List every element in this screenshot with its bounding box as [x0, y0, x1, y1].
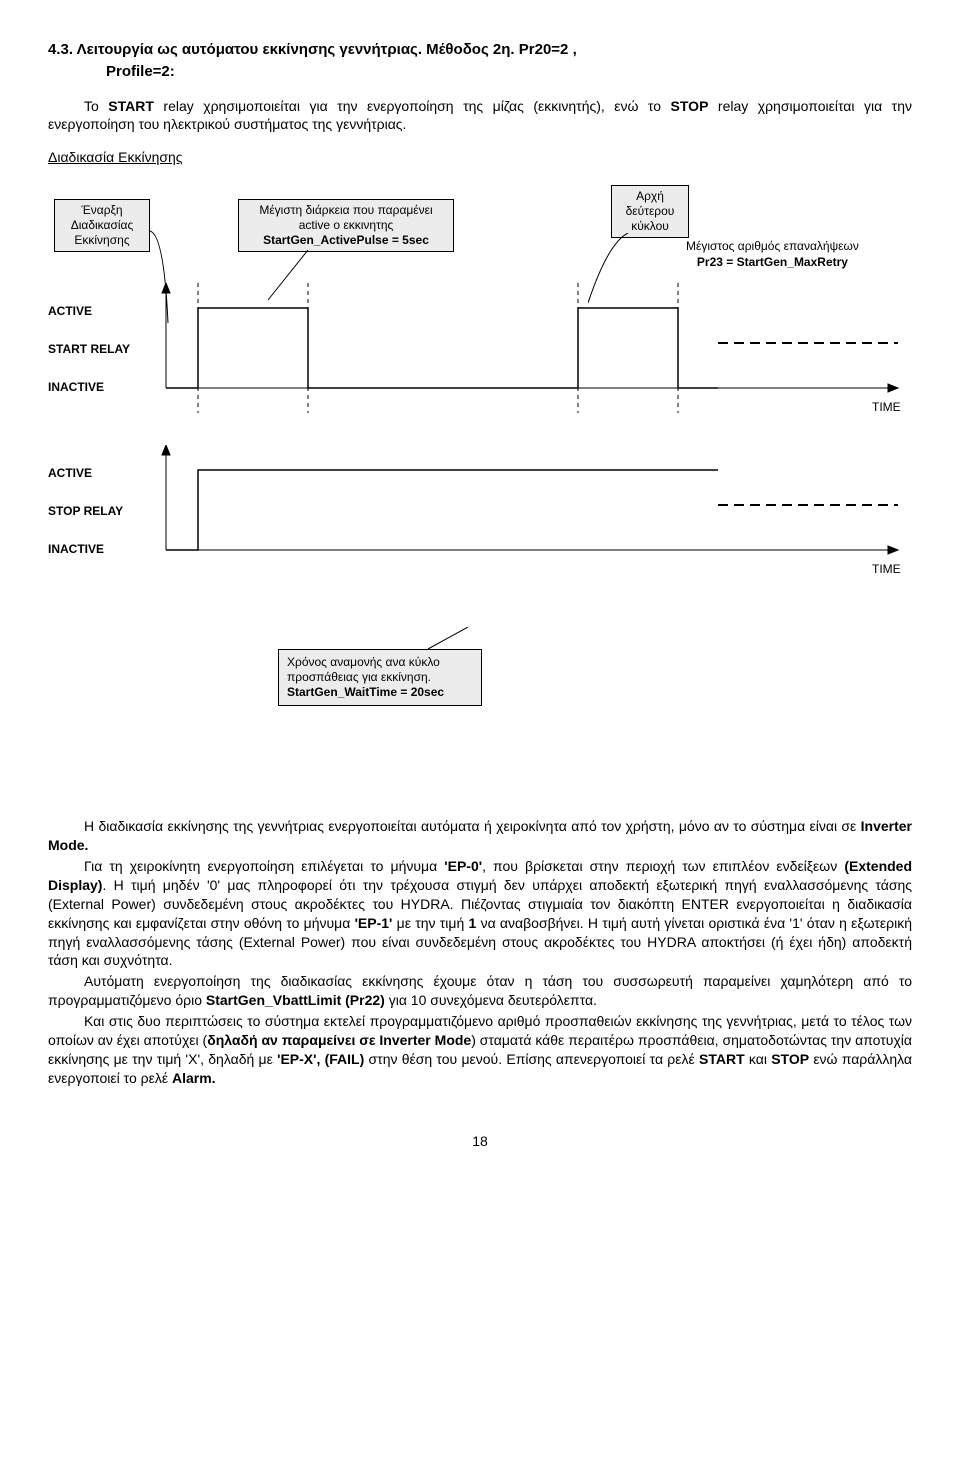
callout-max-retry: Μέγιστος αριθμός επαναλήψεων Pr23 = Star… — [686, 239, 859, 270]
label-start-relay: START RELAY — [48, 341, 130, 357]
label-inactive-1: INACTIVE — [48, 379, 104, 395]
callout-second-cycle-l1: Αρχή — [618, 189, 682, 204]
intro-mid: relay χρησιμοποιείται για την ενεργοποίη… — [154, 98, 671, 114]
intro-stop-word: STOP — [671, 98, 709, 114]
callout-second-cycle-l3: κύκλου — [618, 219, 682, 234]
label-time-1: TIME — [872, 399, 901, 415]
body-p1: Η διαδικασία εκκίνησης της γεννήτριας εν… — [48, 817, 912, 855]
callout-start-procedure: Έναρξη Διαδικασίας Εκκίνησης — [54, 199, 150, 252]
callout-wait-time-l2: προσπάθειας για εκκίνηση. — [287, 670, 473, 685]
timing-diagram: Έναρξη Διαδικασίας Εκκίνησης Μέγιστη διά… — [48, 193, 912, 793]
callout-max-duration-l3: StartGen_ActivePulse = 5sec — [245, 233, 447, 248]
intro-pre: Το — [84, 98, 108, 114]
callout-wait-time-l3: StartGen_WaitTime = 20sec — [287, 685, 473, 700]
label-inactive-2: INACTIVE — [48, 541, 104, 557]
page-number: 18 — [48, 1132, 912, 1151]
stop-relay-waveform — [138, 445, 908, 575]
body-p3: Αυτόματη ενεργοποίηση της διαδικασίας εκ… — [48, 972, 912, 1010]
intro-start-word: START — [108, 98, 154, 114]
body-text: Η διαδικασία εκκίνησης της γεννήτριας εν… — [48, 817, 912, 1087]
label-stop-relay: STOP RELAY — [48, 503, 123, 519]
callout-max-retry-l1: Μέγιστος αριθμός επαναλήψεων — [686, 239, 859, 255]
callout-wait-time-l1: Χρόνος αναμονής ανα κύκλο — [287, 655, 473, 670]
callout-start-procedure-text: Έναρξη Διαδικασίας Εκκίνησης — [61, 203, 143, 248]
start-relay-waveform — [138, 283, 908, 413]
intro-paragraph: Το START relay χρησιμοποιείται για την ε… — [48, 97, 912, 135]
callout-max-duration-l1: Μέγιστη διάρκεια που παραμένει — [245, 203, 447, 218]
callout-max-duration-l2: active ο εκκινητης — [245, 218, 447, 233]
callout-max-duration: Μέγιστη διάρκεια που παραμένει active ο … — [238, 199, 454, 252]
procedure-heading: Διαδικασία Εκκίνησης — [48, 148, 912, 167]
callout-second-cycle-l2: δεύτερου — [618, 204, 682, 219]
section-title: 4.3. Λειτουργία ως αυτόματου εκκίνησης γ… — [48, 40, 912, 60]
callout-max-retry-l2: Pr23 = StartGen_MaxRetry — [686, 255, 859, 271]
body-p2: Για τη χειροκίνητη ενεργοποίηση επιλέγετ… — [48, 857, 912, 970]
callout-wait-time: Χρόνος αναμονής ανα κύκλο προσπάθειας γι… — [278, 649, 482, 706]
label-active-2: ACTIVE — [48, 465, 92, 481]
section-subtitle: Profile=2: — [48, 62, 912, 82]
body-p4: Και στις δυο περιπτώσεις το σύστημα εκτε… — [48, 1012, 912, 1088]
label-time-2: TIME — [872, 561, 901, 577]
label-active-1: ACTIVE — [48, 303, 92, 319]
callout-second-cycle: Αρχή δεύτερου κύκλου — [611, 185, 689, 238]
